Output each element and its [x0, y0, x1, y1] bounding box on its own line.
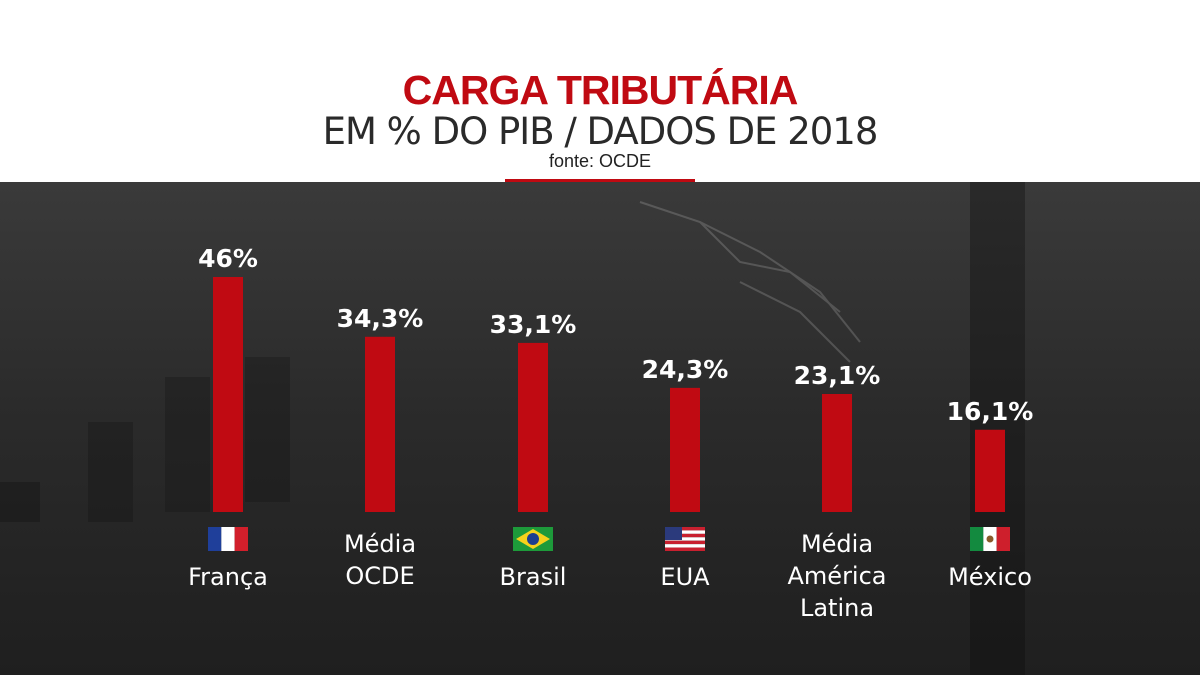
bar-5 [822, 393, 852, 512]
category-label: França [188, 563, 268, 591]
flag-stripe [996, 527, 1010, 551]
flag-stripe [665, 537, 705, 541]
chart-area: 46% França 34,3% Média OCDE 33,1% Brasil 24,3% E… [0, 182, 1200, 675]
data-label: 24,3% [642, 355, 729, 384]
category-label: Média América Latina [788, 530, 887, 622]
bar-1 [213, 277, 243, 512]
bar-2 [365, 336, 395, 512]
category-label: Brasil [500, 563, 567, 591]
bar-6 [975, 429, 1005, 512]
chart-title: CARGA TRIBUTÁRIA [402, 67, 799, 113]
flag-stripe [665, 540, 705, 545]
background-photo [0, 182, 1025, 675]
bar-4 [670, 387, 700, 512]
flag-stripe [665, 547, 705, 551]
flag-canton [665, 527, 682, 540]
category-label: México [948, 563, 1032, 591]
data-label: 34,3% [337, 304, 424, 333]
flag-stripe [665, 527, 705, 531]
flag-stripe [665, 530, 705, 534]
header: CARGA TRIBUTÁRIA EM % DO PIB / DADOS DE … [0, 0, 1200, 182]
flag-stripe [221, 527, 235, 551]
flag-globe [527, 533, 539, 545]
chart-subtitle: EM % DO PIB / DADOS DE 2018 [322, 110, 879, 153]
category-label: EUA [660, 563, 710, 591]
usa-flag-icon [665, 527, 705, 551]
title-divider [505, 179, 695, 182]
flag-stripe [208, 527, 222, 551]
flag-stripe [665, 533, 705, 538]
bar-3 [518, 342, 548, 512]
flag-stripe [970, 527, 984, 551]
data-label: 16,1% [947, 397, 1034, 426]
mexico-flag-icon [970, 527, 1010, 551]
chart-source: fonte: OCDE [548, 151, 652, 171]
data-label: 33,1% [490, 310, 577, 339]
data-label: 23,1% [794, 361, 881, 390]
flag-stripe [665, 544, 705, 548]
france-flag-icon [208, 527, 248, 551]
data-label: 46% [198, 244, 258, 273]
category-label: Média OCDE [344, 530, 416, 590]
brazil-flag-icon [513, 527, 553, 551]
bar-chart: 46% França 34,3% Média OCDE 33,1% Brasil 24,3% E… [188, 244, 1034, 622]
flag-stripe [234, 527, 248, 551]
flag-emblem [986, 535, 994, 543]
